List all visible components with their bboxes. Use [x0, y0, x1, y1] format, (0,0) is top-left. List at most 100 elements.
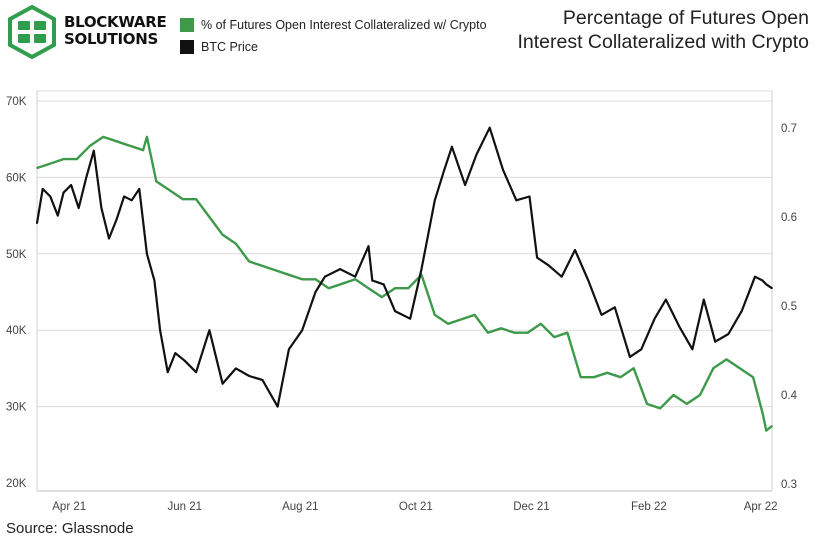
data-point-btc: [354, 275, 357, 278]
x-tick-label: Feb 22: [631, 501, 667, 513]
data-point-collateral: [646, 403, 648, 405]
data-point-btc: [547, 264, 550, 267]
data-point-collateral: [738, 367, 741, 370]
data-point-btc: [691, 348, 694, 351]
blockware-logo: [8, 4, 56, 60]
series-line-collateral: [36, 135, 773, 432]
data-point-collateral: [752, 376, 754, 379]
data-point-btc: [451, 145, 453, 148]
data-point-collateral: [433, 314, 436, 316]
legend-item-btc: BTC Price: [180, 36, 487, 58]
data-point-btc: [248, 375, 251, 377]
data-point-btc: [629, 356, 631, 358]
legend-swatch-collateral: [180, 18, 194, 32]
data-point-collateral: [394, 287, 396, 290]
y-left-tick-label: 60K: [6, 172, 27, 184]
data-point-btc: [195, 371, 198, 374]
series-line-btc: [35, 126, 773, 408]
y-right-tick-label: 0.3: [781, 479, 797, 491]
data-point-collateral: [354, 278, 357, 281]
axes: 20K 30K 40K 50K 60K 70K 0.3 0.4 0.5 0.6 0.7 Apr 21 J…: [6, 91, 798, 513]
data-point-collateral: [473, 314, 476, 316]
x-tick-label: Oct 21: [399, 501, 433, 513]
data-point-btc: [174, 352, 177, 354]
series-layer: [35, 126, 773, 432]
data-point-btc: [420, 268, 423, 270]
data-point-btc: [339, 268, 341, 270]
data-point-collateral: [89, 144, 91, 147]
legend-item-collateral: % of Futures Open Interest Collateralize…: [180, 14, 487, 36]
data-point-collateral: [765, 429, 768, 432]
data-point-collateral: [553, 336, 556, 338]
data-point-btc: [314, 291, 317, 293]
data-point-collateral: [208, 216, 211, 218]
data-point-btc: [587, 279, 590, 282]
data-point-btc: [433, 199, 436, 202]
x-tick-label: Dec 21: [513, 501, 549, 513]
data-point-btc: [77, 207, 80, 209]
data-point-btc: [665, 298, 667, 301]
data-point-collateral: [195, 198, 198, 201]
chart-title: Percentage of Futures Open Interest Coll…: [517, 6, 809, 54]
data-point-btc: [653, 317, 656, 320]
data-point-btc: [62, 191, 65, 194]
y-right-tick-label: 0.5: [781, 301, 797, 313]
data-point-btc: [235, 367, 237, 370]
x-tick-label: Apr 22: [744, 501, 778, 513]
data-point-btc: [324, 275, 326, 278]
data-point-collateral: [168, 189, 171, 192]
y-left-tick-label: 40K: [6, 325, 27, 337]
x-tick-label: Jun 21: [167, 501, 202, 513]
legend-label-btc: BTC Price: [201, 40, 258, 54]
y-right-tick-label: 0.6: [781, 212, 797, 224]
data-point-btc: [138, 188, 141, 190]
data-point-btc: [100, 207, 103, 209]
data-point-btc: [183, 359, 186, 362]
data-point-btc: [740, 310, 743, 312]
data-point-btc: [771, 287, 773, 290]
data-point-collateral: [566, 331, 569, 334]
data-point-btc: [640, 348, 643, 351]
data-point-collateral: [500, 327, 502, 330]
data-point-btc: [130, 199, 133, 202]
data-point-btc: [536, 256, 538, 259]
data-point-collateral: [619, 376, 622, 379]
data-point-collateral: [221, 233, 224, 236]
data-point-collateral: [115, 140, 118, 143]
data-point-btc: [108, 237, 110, 240]
data-point-collateral: [142, 149, 145, 152]
data-point-btc: [49, 195, 52, 198]
data-point-btc: [276, 405, 279, 408]
data-point-collateral: [380, 296, 383, 298]
legend-swatch-btc: [180, 40, 194, 54]
data-point-collateral: [75, 158, 78, 161]
data-point-btc: [600, 314, 603, 316]
chart-legend: % of Futures Open Interest Collateralize…: [180, 14, 487, 58]
y-right-tick-label: 0.7: [781, 123, 797, 135]
chart-title-line-2: Interest Collateralized with Crypto: [517, 31, 809, 53]
data-point-collateral: [685, 403, 688, 405]
data-point-collateral: [632, 367, 635, 370]
data-point-collateral: [407, 287, 410, 290]
data-point-collateral: [513, 331, 516, 334]
data-point-btc: [714, 340, 717, 343]
data-point-btc: [70, 184, 72, 186]
data-point-btc: [153, 279, 156, 282]
data-point-collateral: [540, 322, 542, 325]
data-point-btc: [765, 283, 768, 286]
source-note: Source: Glassnode: [6, 520, 134, 537]
data-point-collateral: [288, 273, 290, 276]
data-point-collateral: [712, 367, 715, 370]
data-point-collateral: [62, 158, 65, 161]
data-point-btc: [613, 306, 616, 309]
data-point-btc: [560, 275, 563, 278]
data-point-collateral: [771, 425, 773, 427]
y-left-tick-label: 70K: [6, 96, 27, 108]
data-point-collateral: [301, 278, 304, 281]
data-point-collateral: [487, 331, 489, 334]
data-point-collateral: [128, 144, 131, 147]
data-point-collateral: [593, 376, 595, 379]
data-point-collateral: [672, 394, 675, 396]
data-point-collateral: [248, 260, 251, 263]
